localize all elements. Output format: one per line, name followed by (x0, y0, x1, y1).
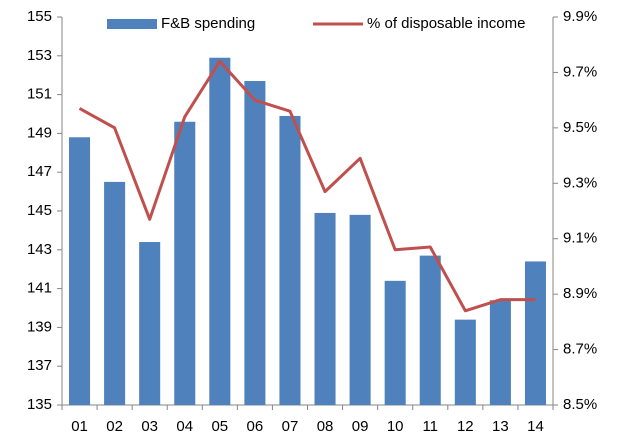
bar (244, 81, 266, 406)
y-tick-label: 149 (27, 124, 52, 141)
x-tick-label: 09 (352, 418, 369, 435)
bar (69, 137, 91, 405)
y-tick-label: 143 (27, 241, 52, 258)
bar (384, 280, 406, 405)
legend-swatch (107, 19, 157, 29)
legend-label: % of disposable income (367, 15, 525, 32)
legend-label: F&B spending (161, 15, 255, 32)
y2-tick-label: 9.3% (563, 174, 597, 191)
y2-tick-label: 9.9% (563, 8, 597, 25)
y-tick-label: 145 (27, 202, 52, 219)
y-tick-label: 155 (27, 8, 52, 25)
bar (279, 115, 301, 405)
bar (314, 212, 336, 405)
x-tick-label: 08 (317, 418, 334, 435)
y2-tick-label: 9.5% (563, 119, 597, 136)
y-tick-label: 139 (27, 318, 52, 335)
y-tick-label: 147 (27, 163, 52, 180)
bar (104, 181, 126, 405)
x-tick-label: 01 (71, 418, 88, 435)
y-tick-label: 141 (27, 280, 52, 297)
y2-tick-label: 8.5% (563, 396, 597, 413)
x-tick-label: 11 (422, 418, 438, 435)
y-tick-label: 135 (27, 396, 52, 413)
y2-tick-label: 9.7% (563, 63, 597, 80)
y2-tick-label: 8.9% (563, 285, 597, 302)
bar (454, 319, 476, 405)
x-tick-label: 12 (457, 418, 474, 435)
x-tick-label: 03 (141, 418, 158, 435)
bar (489, 300, 511, 405)
x-tick-label: 05 (211, 418, 228, 435)
x-tick-label: 07 (282, 418, 299, 435)
x-tick-label: 06 (247, 418, 264, 435)
y-tick-label: 151 (27, 86, 52, 103)
bar (419, 255, 441, 405)
bar (174, 121, 196, 405)
x-tick-label: 13 (492, 418, 509, 435)
x-tick-label: 14 (527, 418, 544, 435)
y-tick-label: 137 (27, 357, 52, 374)
y-tick-label: 153 (27, 47, 52, 64)
bar (524, 261, 546, 405)
y2-tick-label: 9.1% (563, 230, 597, 247)
x-tick-label: 04 (176, 418, 193, 435)
x-tick-label: 10 (387, 418, 404, 435)
line (78, 59, 536, 313)
bar (349, 214, 371, 405)
bar (209, 57, 231, 406)
x-tick-label: 02 (106, 418, 123, 435)
y2-tick-label: 8.7% (563, 341, 597, 358)
bar (139, 242, 161, 405)
